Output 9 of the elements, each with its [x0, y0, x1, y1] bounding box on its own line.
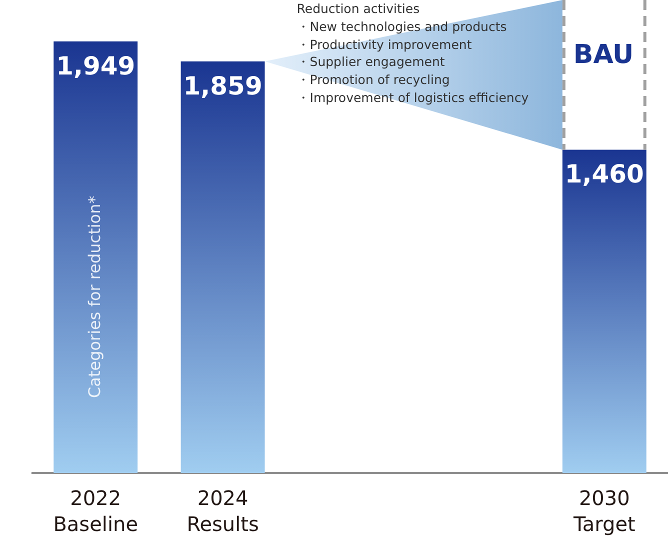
annotation: Categories for reduction* [84, 196, 104, 398]
x-tick-label: 2024 Results [186, 486, 259, 536]
x-tick-label: 2022 Baseline [53, 486, 138, 536]
annotation: BAU [573, 40, 634, 70]
data-label: 1,859 [183, 71, 262, 100]
data-label: 1,949 [56, 51, 136, 80]
x-tick-label: 2030 Target [572, 486, 636, 536]
data-label: 1,460 [564, 160, 644, 189]
annotation: Reduction activities ・New technologies and products ・Productivity improvement ・Supplier engagement ・Promotion of recycling ・Improvement of logistics efficiency [296, 0, 529, 107]
